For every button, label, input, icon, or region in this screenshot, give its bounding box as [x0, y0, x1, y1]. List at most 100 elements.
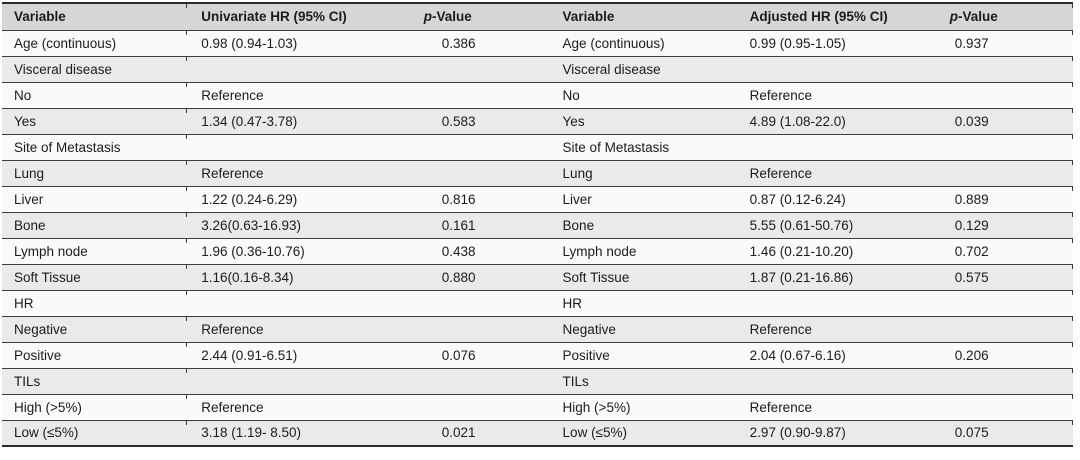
cell-adjusted-hr: 2.04 (0.67-6.16): [736, 341, 935, 368]
cell-variable-right: Yes: [538, 107, 737, 134]
cell-univariate-hr: 1.16(0.16-8.34): [186, 263, 406, 290]
cell-p-value-right: [934, 159, 1073, 186]
table-row: Low (≤5%) 3.18 (1.19- 8.50) 0.021 Low (≤…: [2, 419, 1073, 446]
cell-univariate-hr: Reference: [186, 315, 406, 342]
cell-p-value-right: [934, 55, 1073, 82]
p-italic-left: p: [423, 9, 432, 25]
cell-variable-left: Positive: [2, 341, 187, 368]
cell-adjusted-hr: 2.97 (0.90-9.87): [736, 419, 935, 446]
cell-variable-left: Low (≤5%): [2, 419, 187, 446]
cell-univariate-hr: [186, 55, 406, 82]
cell-variable-left: No: [2, 81, 187, 108]
table-row: Yes 1.34 (0.47-3.78) 0.583 Yes 4.89 (1.0…: [2, 107, 1073, 134]
cell-variable-right: Bone: [538, 211, 737, 238]
header-row: Variable Univariate HR (95% CI) p-Value …: [2, 3, 1073, 30]
table-body: Age (continuous) 0.98 (0.94-1.03) 0.386 …: [2, 29, 1073, 446]
cell-p-value-left: 0.438: [405, 237, 539, 264]
cell-variable-left: HR: [2, 289, 187, 316]
cell-p-value-right: [934, 367, 1073, 394]
cell-variable-right: High (>5%): [538, 393, 737, 420]
cell-p-value-right: 0.039: [934, 107, 1073, 134]
cell-univariate-hr: 1.34 (0.47-3.78): [186, 107, 406, 134]
cell-p-value-left: [405, 393, 539, 420]
cell-p-value-left: [405, 81, 539, 108]
cell-variable-right: HR: [538, 289, 737, 316]
cell-variable-right: Lung: [538, 159, 737, 186]
cell-univariate-hr: [186, 133, 406, 160]
cell-variable-right: Liver: [538, 185, 737, 212]
cell-p-value-right: 0.889: [934, 185, 1073, 212]
cell-univariate-hr: Reference: [186, 159, 406, 186]
cell-variable-right: Negative: [538, 315, 737, 342]
p-italic-right: p: [949, 9, 959, 25]
cell-p-value-right: 0.206: [934, 341, 1073, 368]
cell-p-value-left: 0.386: [405, 29, 539, 56]
cell-variable-left: Age (continuous): [2, 29, 187, 56]
cell-variable-left: Lung: [2, 159, 187, 186]
cell-p-value-right: 0.129: [934, 211, 1073, 238]
cell-adjusted-hr: 0.87 (0.12-6.24): [736, 185, 935, 212]
cell-variable-left: Soft Tissue: [2, 263, 187, 290]
cell-adjusted-hr: 1.46 (0.21-10.20): [736, 237, 935, 264]
cell-adjusted-hr: 0.99 (0.95-1.05): [736, 29, 935, 56]
header-variable-left: Variable: [2, 3, 187, 30]
cell-adjusted-hr: [736, 55, 935, 82]
cell-adjusted-hr: [736, 367, 935, 394]
cell-univariate-hr: Reference: [186, 393, 406, 420]
cell-univariate-hr: 3.18 (1.19- 8.50): [186, 419, 406, 446]
cell-univariate-hr: Reference: [186, 81, 406, 108]
cell-variable-left: Site of Metastasis: [2, 133, 187, 160]
cell-p-value-left: [405, 315, 539, 342]
cell-p-value-right: 0.075: [934, 419, 1073, 446]
cell-variable-right: Visceral disease: [538, 55, 737, 82]
cell-p-value-right: 0.575: [934, 263, 1073, 290]
cell-p-value-left: [405, 133, 539, 160]
table-row: Positive 2.44 (0.91-6.51) 0.076 Positive…: [2, 341, 1073, 368]
p-rest-right: -Value: [958, 9, 998, 25]
cell-univariate-hr: [186, 367, 406, 394]
header-p-value-right: p-Value: [934, 3, 1073, 30]
cell-p-value-left: 0.583: [405, 107, 539, 134]
table-row: Site of Metastasis Site of Metastasis: [2, 133, 1073, 160]
cell-p-value-right: [934, 289, 1073, 316]
cell-adjusted-hr: 4.89 (1.08-22.0): [736, 107, 935, 134]
table-row: TILs TILs: [2, 367, 1073, 394]
header-univariate-hr: Univariate HR (95% CI): [186, 3, 406, 30]
cell-adjusted-hr: Reference: [736, 393, 935, 420]
cell-variable-right: Soft Tissue: [538, 263, 737, 290]
cell-adjusted-hr: Reference: [736, 159, 935, 186]
table-header: Variable Univariate HR (95% CI) p-Value …: [2, 3, 1073, 30]
cell-adjusted-hr: Reference: [736, 315, 935, 342]
cell-variable-right: No: [538, 81, 737, 108]
cell-p-value-left: [405, 367, 539, 394]
table-row: Soft Tissue 1.16(0.16-8.34) 0.880 Soft T…: [2, 263, 1073, 290]
p-rest-left: -Value: [432, 9, 472, 25]
table-row: Age (continuous) 0.98 (0.94-1.03) 0.386 …: [2, 29, 1073, 56]
cell-p-value-left: 0.161: [405, 211, 539, 238]
cell-p-value-left: 0.880: [405, 263, 539, 290]
cell-variable-left: Lymph node: [2, 237, 187, 264]
cell-p-value-right: [934, 133, 1073, 160]
cell-adjusted-hr: 1.87 (0.21-16.86): [736, 263, 935, 290]
cell-variable-right: Age (continuous): [538, 29, 737, 56]
table-row: Negative Reference Negative Reference: [2, 315, 1073, 342]
table-row: Liver 1.22 (0.24-6.29) 0.816 Liver 0.87 …: [2, 185, 1073, 212]
cell-univariate-hr: 3.26(0.63-16.93): [186, 211, 406, 238]
hazard-ratio-table: Variable Univariate HR (95% CI) p-Value …: [2, 2, 1073, 447]
cell-variable-left: Bone: [2, 211, 187, 238]
cell-variable-left: Visceral disease: [2, 55, 187, 82]
cell-variable-right: Site of Metastasis: [538, 133, 737, 160]
cell-p-value-right: [934, 315, 1073, 342]
cell-p-value-left: [405, 159, 539, 186]
cell-variable-left: Yes: [2, 107, 187, 134]
table-row: Bone 3.26(0.63-16.93) 0.161 Bone 5.55 (0…: [2, 211, 1073, 238]
cell-p-value-left: 0.816: [405, 185, 539, 212]
cell-p-value-left: 0.076: [405, 341, 539, 368]
cell-variable-right: Positive: [538, 341, 737, 368]
cell-adjusted-hr: [736, 289, 935, 316]
header-variable-right: Variable: [538, 3, 737, 30]
cell-p-value-right: 0.937: [934, 29, 1073, 56]
table-row: Lymph node 1.96 (0.36-10.76) 0.438 Lymph…: [2, 237, 1073, 264]
cell-adjusted-hr: 5.55 (0.61-50.76): [736, 211, 935, 238]
